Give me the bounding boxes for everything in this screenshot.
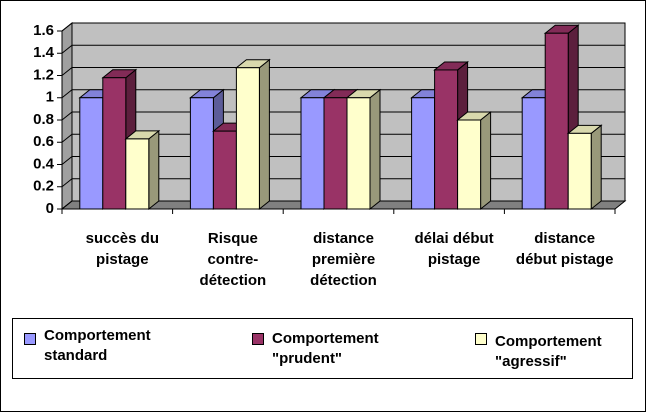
x-tick-label: Risque contre-détection: [199, 230, 267, 289]
y-tick-label: 0: [46, 200, 54, 217]
y-tick-label: 0.6: [33, 133, 54, 150]
bar-side: [258, 58, 270, 211]
bar-front: [434, 69, 459, 210]
bar-front: [457, 119, 482, 210]
bar-front: [411, 97, 436, 210]
x-tick-label: distance première détection: [310, 230, 377, 289]
bar-front: [79, 97, 104, 210]
y-tick-label: 1.4: [33, 44, 55, 61]
bar-front: [544, 32, 569, 210]
bar-front: [300, 97, 325, 210]
x-tick-label: délai début pistage: [414, 230, 494, 268]
y-tick-label: 1.6: [33, 22, 54, 39]
legend-swatch: [24, 333, 36, 345]
bar-side: [369, 88, 381, 211]
y-tick-label: 1: [46, 89, 54, 106]
bar: [456, 110, 493, 211]
legend-label: Comportement "prudent": [272, 330, 379, 367]
bar-front: [521, 97, 546, 210]
legend-label: Comportement standard: [44, 327, 151, 364]
x-tick-label: succès du pistage: [85, 230, 159, 268]
bar-front: [125, 138, 150, 210]
bar: [566, 124, 603, 211]
y-tick-label: 0.8: [33, 111, 54, 128]
bar-side: [480, 110, 492, 211]
bar-front: [567, 132, 592, 210]
legend-box: [12, 318, 633, 379]
grid-line: [61, 22, 625, 32]
bar-front: [323, 97, 348, 210]
bar-front: [102, 77, 127, 210]
legend-swatch: [475, 333, 487, 345]
legend-swatch: [252, 333, 264, 345]
x-tick-label: distance début pistage: [515, 230, 614, 268]
bar: [234, 58, 271, 211]
bar-front: [346, 97, 371, 210]
bar: [345, 88, 382, 211]
grid-line: [61, 44, 625, 54]
y-tick-label: 1.2: [33, 66, 54, 83]
bar-side: [590, 124, 602, 211]
bar-front: [235, 67, 260, 210]
bar-front: [189, 97, 214, 210]
bar: [124, 129, 161, 211]
legend-label: Comportement "agressif": [495, 333, 602, 370]
bar-side: [148, 129, 160, 211]
y-tick-label: 0.2: [33, 178, 54, 195]
bar-front: [212, 130, 237, 210]
y-tick-label: 0.4: [33, 155, 55, 172]
bar: [433, 60, 470, 211]
